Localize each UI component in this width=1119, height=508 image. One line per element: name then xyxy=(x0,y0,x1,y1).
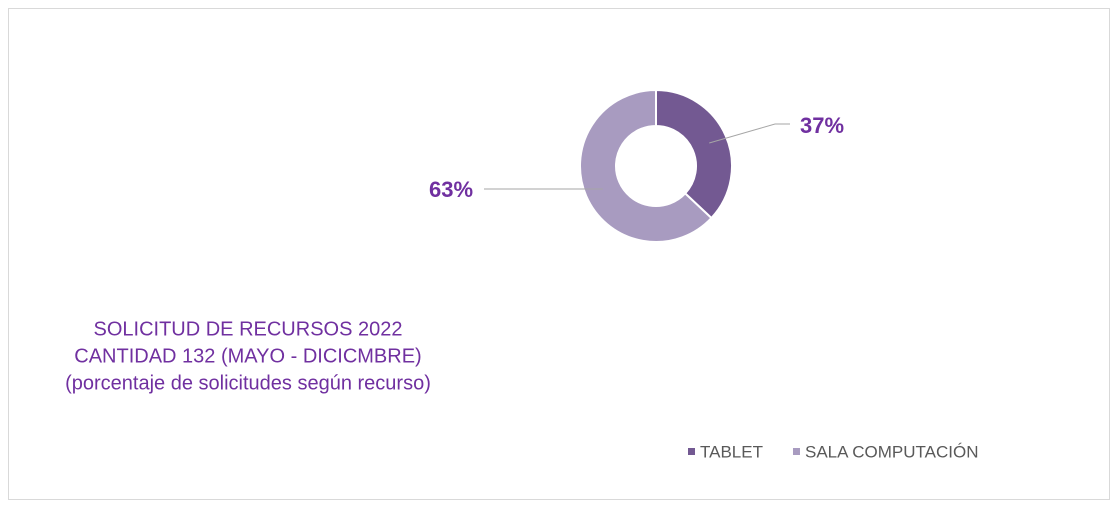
slice xyxy=(579,88,713,243)
data-label: 63% xyxy=(429,177,473,202)
chart-title-line: CANTIDAD 132 (MAYO - DICICMBRE) xyxy=(74,345,421,367)
chart-title-line: SOLICITUD DE RECURSOS 2022 xyxy=(94,318,403,340)
legend-label: SALA COMPUTACIÓN xyxy=(805,442,979,461)
chart-title-line: (porcentaje de solicitudes según recurso… xyxy=(65,372,431,394)
chart-title: SOLICITUD DE RECURSOS 2022 CANTIDAD 132 (… xyxy=(65,318,431,394)
data-label: 37% xyxy=(800,113,844,138)
slice xyxy=(655,88,733,220)
legend-swatch xyxy=(792,448,800,455)
legend-swatch xyxy=(688,448,695,455)
chart-frame xyxy=(8,8,1110,500)
leader-line xyxy=(709,123,790,144)
legend-label: TABLET xyxy=(700,442,763,461)
legend: TABLET SALA COMPUTACIÓN xyxy=(688,442,978,461)
